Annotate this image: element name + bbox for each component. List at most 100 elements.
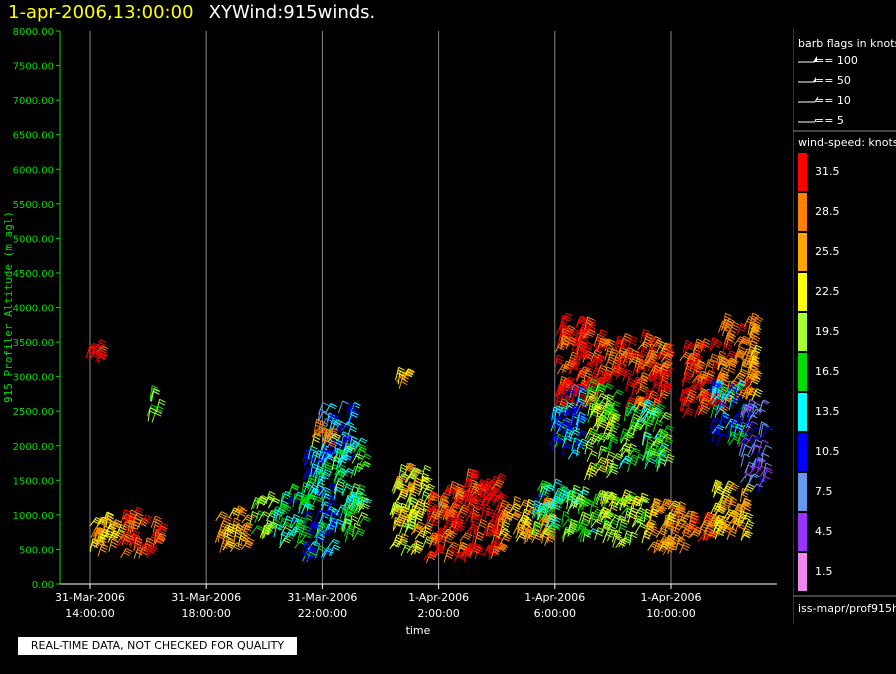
wind-barb-flag (413, 482, 421, 487)
wind-barb-staff (144, 544, 151, 556)
wind-barb-flag (655, 341, 663, 346)
wind-barb-flag (705, 529, 713, 534)
wind-barb-flag (222, 542, 229, 547)
wind-barb-staff (644, 442, 649, 456)
wind-barb-flag (612, 408, 619, 413)
wind-barb-flag (349, 405, 356, 410)
wind-barb-flag (695, 386, 702, 391)
wind-barb-flag (613, 413, 621, 418)
wind-barb-flag (464, 534, 472, 539)
wind-barb-flag (325, 463, 333, 468)
wind-barb-flag (596, 406, 603, 411)
wind-barb-flag (260, 497, 268, 502)
wind-barb-flag (634, 383, 641, 388)
wind-barb-flag (581, 355, 589, 360)
wind-barb-flag (225, 515, 233, 520)
wind-barb-staff (218, 520, 224, 533)
wind-barb-flag (470, 526, 478, 530)
wind-barb-flag (640, 401, 647, 406)
wind-barb-flag (474, 515, 482, 520)
wind-barb-staff (658, 347, 664, 360)
wind-barb-flag (620, 349, 627, 354)
wind-barb-flag (543, 518, 550, 523)
wind-barb-flag (664, 383, 672, 388)
wind-barb-flag (320, 531, 328, 536)
wind-barb-flag (403, 506, 410, 510)
wind-barb-flag (625, 333, 632, 337)
wind-barb-flag (633, 499, 641, 504)
wind-barb-flag (456, 513, 463, 518)
wind-barb-flag (666, 347, 673, 352)
wind-barb-flag (569, 342, 577, 347)
wind-barb-flag (679, 501, 687, 506)
wind-barb-flag (700, 341, 708, 346)
wind-barb-flag (296, 493, 304, 498)
wind-barb-flag (493, 493, 500, 498)
wind-barb-flag (426, 487, 433, 492)
wind-barb-flag (351, 435, 359, 440)
wind-barb-staff (318, 402, 324, 415)
wind-barb-staff (559, 328, 567, 338)
wind-barb-flag (154, 518, 161, 523)
wind-barb-flag (409, 523, 417, 528)
wind-barb-flag (600, 329, 607, 333)
wind-barb-staff (584, 316, 589, 330)
wind-barb-staff (578, 348, 583, 362)
wind-barb-flag (607, 531, 614, 536)
wind-barb-flag (320, 524, 328, 529)
wind-barb-flag (245, 542, 253, 546)
wind-barb-staff (343, 496, 350, 507)
wind-barb-staff (228, 507, 235, 519)
wind-barb-flag (698, 363, 705, 367)
wind-barb-flag (455, 500, 463, 504)
wind-barb-flag (650, 336, 658, 341)
wind-barb-staff (408, 506, 414, 519)
wind-barb-flag (568, 390, 575, 395)
wind-barb-flag (650, 346, 657, 351)
wind-barb-flag (151, 384, 159, 389)
wind-barb-flag (318, 478, 326, 483)
wind-barb-staff (595, 412, 599, 427)
wind-barb-flag (467, 488, 474, 493)
wind-barb-flag (738, 522, 745, 527)
wind-barb-flag (556, 405, 564, 410)
wind-barb-staff (391, 479, 397, 492)
wind-barb-staff (679, 388, 684, 403)
wind-barb-flag (403, 522, 410, 527)
wind-barb-flag (663, 542, 671, 546)
wind-barb-staff (577, 388, 582, 402)
wind-barb-flag (736, 509, 744, 514)
wind-barb-staff (575, 368, 582, 380)
wind-barb-flag (442, 499, 450, 503)
wind-barb-staff (302, 540, 307, 554)
wind-barb-flag (565, 397, 573, 402)
wind-barb-staff (590, 349, 596, 362)
wind-barb-flag (514, 512, 521, 517)
wind-barb-flag (586, 473, 594, 478)
wind-barb-staff (304, 511, 308, 525)
wind-barb-flag (650, 545, 658, 550)
wind-barb-staff (555, 384, 561, 396)
wind-barb-flag (648, 376, 655, 381)
wind-barb-staff (558, 420, 565, 432)
wind-barb-staff (321, 493, 326, 507)
wind-barb-staff (331, 456, 336, 471)
wind-barb-flag (552, 505, 559, 510)
wind-barb-flag (145, 514, 153, 519)
wind-barb-staff (215, 511, 222, 522)
wind-barb-flag (436, 549, 444, 554)
wind-barb-flag (316, 467, 324, 472)
wind-barb-staff (483, 544, 490, 556)
wind-barb-flag (628, 377, 635, 382)
wind-barb-flag (96, 529, 104, 534)
wind-barb-staff (406, 482, 410, 496)
wind-barb-flag (566, 431, 573, 436)
wind-barb-flag (304, 543, 312, 547)
wind-barb-flag (244, 518, 252, 522)
wind-barb-flag (703, 397, 710, 402)
wind-barb-flag (656, 362, 663, 367)
wind-barb-staff (653, 539, 658, 553)
wind-barb-flag (665, 412, 672, 416)
wind-barb-staff (309, 521, 314, 534)
wind-barb-flag (455, 499, 463, 504)
